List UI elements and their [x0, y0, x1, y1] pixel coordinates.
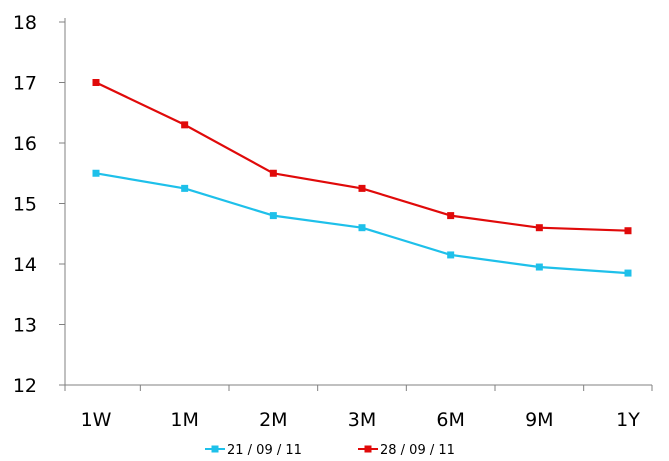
legend-label-2: 28 / 09 / 11 [380, 443, 455, 458]
legend: 21 / 09 / 11 28 / 09 / 11 [205, 443, 455, 458]
series-2-point [624, 227, 632, 235]
y-tick-label: 12 [13, 375, 37, 397]
series-line-2 [95, 81, 629, 232]
series-2-point [181, 121, 189, 129]
chart-axes [59, 18, 653, 391]
x-tick-label: 9M [525, 409, 553, 431]
series-2-point [92, 79, 100, 86]
series-1-point [92, 169, 100, 177]
y-tick-label: 17 [13, 73, 37, 95]
series-2-point [269, 169, 277, 177]
x-tick-label: 6M [436, 409, 464, 431]
y-tick-label: 14 [13, 254, 37, 276]
series-layer [92, 79, 632, 277]
y-tick-label: 13 [13, 315, 37, 337]
series-2-point [535, 224, 543, 232]
y-tick-labels: 12 13 14 15 16 17 18 [13, 12, 37, 397]
legend-marker-1 [211, 445, 219, 453]
series-2-point [447, 212, 455, 220]
y-tick-label: 18 [13, 12, 37, 34]
x-tick-label: 1M [170, 409, 198, 431]
y-tick-label: 15 [13, 194, 37, 216]
x-tick-label: 1W [81, 409, 112, 431]
series-1-point [535, 263, 543, 271]
series-2-point [358, 184, 366, 192]
series-1-point [447, 251, 455, 259]
x-tick-label: 1Y [616, 409, 640, 431]
series-1-point [269, 212, 277, 220]
y-tick-label: 16 [13, 133, 37, 155]
series-1-point [181, 184, 189, 192]
x-tick-label: 3M [348, 409, 376, 431]
legend-label-1: 21 / 09 / 11 [227, 443, 302, 458]
x-tick-label: 2M [259, 409, 287, 431]
series-1-point [358, 224, 366, 232]
legend-marker-2 [364, 445, 372, 453]
x-tick-labels: 1W 1M 2M 3M 6M 9M 1Y [81, 409, 641, 431]
series-1-point [624, 269, 632, 277]
